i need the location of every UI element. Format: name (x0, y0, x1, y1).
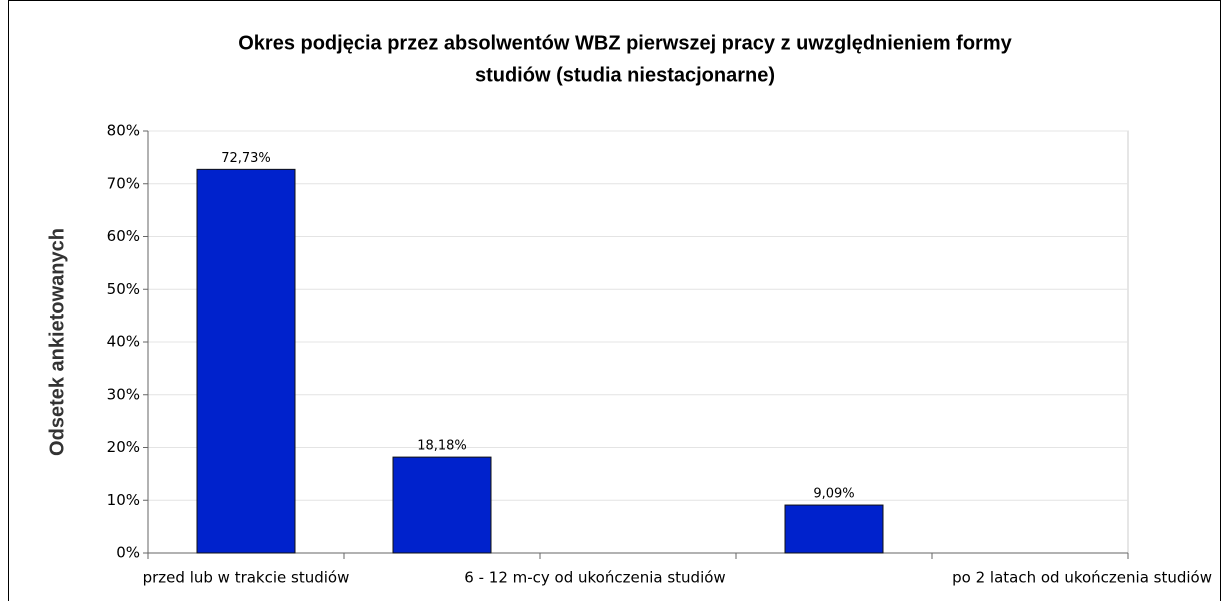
value-label: 9,09% (813, 487, 854, 502)
bar (784, 504, 884, 554)
x-tick-label: po 2 latach od ukończenia studiów (952, 569, 1212, 587)
y-tick-label: 20% (107, 438, 140, 456)
x-tick-label: 6 - 12 m-cy od ukończenia studiów (464, 569, 725, 587)
chart-title: Okres podjęcia przez absolwentów WBZ pie… (238, 32, 1012, 54)
value-label: 72,73% (221, 151, 271, 166)
value-label: 18,18% (417, 439, 467, 454)
y-tick-label: 0% (116, 544, 140, 562)
y-tick-label: 60% (107, 227, 140, 245)
frame (8, 0, 1221, 601)
y-tick-label: 40% (107, 333, 140, 351)
bar (196, 168, 296, 554)
y-tick-label: 30% (107, 385, 140, 403)
x-tick-label: przed lub w trakcie studiów (143, 569, 350, 587)
bar (392, 456, 492, 554)
y-tick-label: 50% (107, 280, 140, 298)
y-tick-label: 80% (107, 122, 140, 140)
chart-title: studiów (studia niestacjonarne) (475, 64, 775, 86)
y-tick-label: 10% (107, 491, 140, 509)
y-axis-label: Odsetek ankietowanych (46, 228, 68, 456)
y-tick-label: 70% (107, 174, 140, 192)
